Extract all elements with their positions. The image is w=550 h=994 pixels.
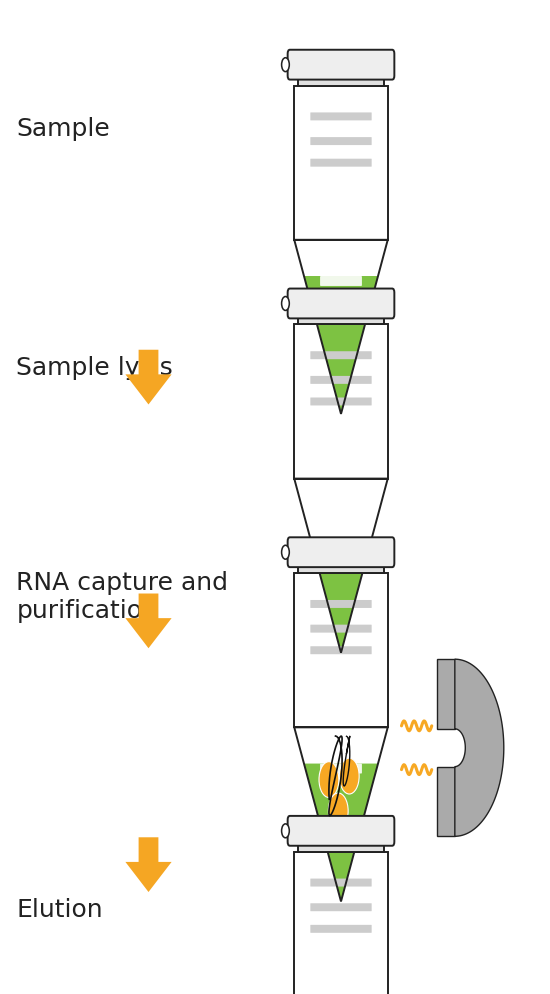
FancyBboxPatch shape bbox=[310, 138, 372, 146]
FancyBboxPatch shape bbox=[310, 352, 372, 360]
FancyBboxPatch shape bbox=[298, 315, 384, 325]
FancyBboxPatch shape bbox=[326, 555, 356, 565]
FancyBboxPatch shape bbox=[437, 660, 455, 729]
FancyBboxPatch shape bbox=[320, 763, 362, 773]
Polygon shape bbox=[304, 276, 378, 414]
FancyBboxPatch shape bbox=[288, 51, 394, 81]
Text: RNA capture and
purification: RNA capture and purification bbox=[16, 571, 228, 622]
Text: Sample: Sample bbox=[16, 117, 110, 141]
FancyBboxPatch shape bbox=[310, 159, 372, 167]
Text: Sample lysis: Sample lysis bbox=[16, 356, 173, 380]
FancyBboxPatch shape bbox=[310, 879, 372, 887]
Polygon shape bbox=[315, 555, 367, 653]
Circle shape bbox=[282, 824, 289, 838]
FancyBboxPatch shape bbox=[310, 625, 372, 633]
Circle shape bbox=[282, 546, 289, 560]
FancyBboxPatch shape bbox=[288, 289, 394, 319]
Polygon shape bbox=[125, 594, 172, 649]
Circle shape bbox=[282, 59, 289, 73]
FancyBboxPatch shape bbox=[310, 377, 372, 385]
FancyBboxPatch shape bbox=[310, 904, 372, 911]
FancyBboxPatch shape bbox=[310, 600, 372, 608]
FancyBboxPatch shape bbox=[288, 538, 394, 568]
FancyBboxPatch shape bbox=[320, 276, 362, 286]
Polygon shape bbox=[455, 660, 504, 836]
FancyBboxPatch shape bbox=[310, 113, 372, 121]
FancyBboxPatch shape bbox=[310, 646, 372, 655]
FancyBboxPatch shape bbox=[298, 564, 384, 574]
Polygon shape bbox=[125, 837, 172, 893]
Circle shape bbox=[319, 761, 339, 797]
Circle shape bbox=[282, 297, 289, 311]
FancyBboxPatch shape bbox=[437, 767, 455, 836]
FancyBboxPatch shape bbox=[288, 816, 394, 846]
Circle shape bbox=[339, 758, 359, 794]
Polygon shape bbox=[125, 351, 172, 406]
Circle shape bbox=[328, 793, 348, 829]
FancyBboxPatch shape bbox=[310, 924, 372, 932]
FancyBboxPatch shape bbox=[310, 398, 372, 407]
FancyBboxPatch shape bbox=[298, 842, 384, 852]
Polygon shape bbox=[304, 763, 378, 902]
Text: Elution: Elution bbox=[16, 898, 103, 921]
FancyBboxPatch shape bbox=[298, 77, 384, 86]
